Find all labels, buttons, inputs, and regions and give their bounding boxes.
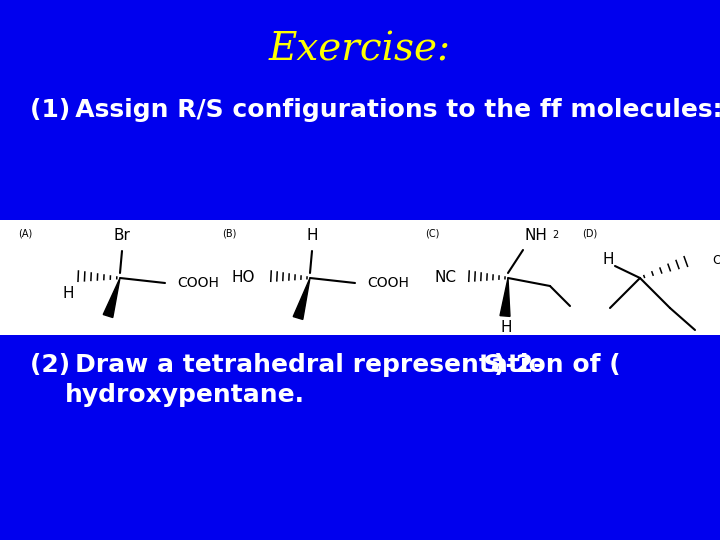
Polygon shape [500,278,510,316]
Text: Exercise:: Exercise: [269,31,451,69]
Text: (D): (D) [582,228,598,238]
Polygon shape [293,278,310,320]
Text: OCH₃: OCH₃ [712,253,720,267]
Text: H: H [602,253,613,267]
Polygon shape [103,278,120,318]
Text: (B): (B) [222,228,236,238]
Text: COOH: COOH [177,276,219,290]
Text: (A): (A) [18,228,32,238]
Bar [0,220,720,335]
Text: S: S [483,353,501,377]
Text: H: H [62,286,73,300]
Text: COOH: COOH [367,276,409,290]
Text: Br: Br [114,228,130,244]
Text: (2) Draw a tetrahedral representation of (: (2) Draw a tetrahedral representation of… [30,353,621,377]
Text: H: H [500,321,512,335]
Text: hydroxypentane.: hydroxypentane. [65,383,305,407]
Text: NC: NC [434,271,456,286]
Text: HO: HO [232,271,255,286]
Text: 2: 2 [552,230,558,240]
Text: (1) Assign R/S configurations to the ff molecules:: (1) Assign R/S configurations to the ff … [30,98,720,122]
Text: H: H [306,228,318,244]
Text: (C): (C) [425,228,439,238]
Text: )-2-: )-2- [494,353,544,377]
Text: NH: NH [525,228,547,244]
